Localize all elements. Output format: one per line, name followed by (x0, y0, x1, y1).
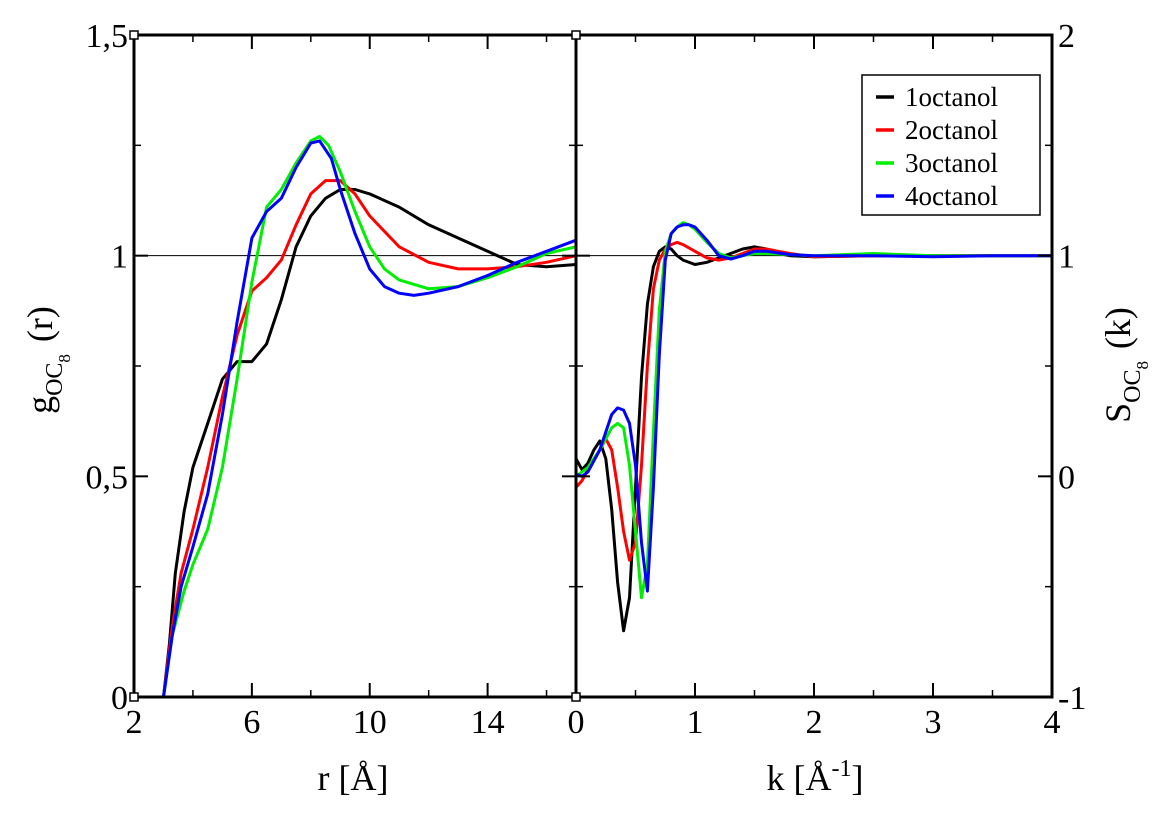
left-x-tick-label: 6 (243, 704, 260, 741)
left-y-axis-title-arg: (r) (20, 306, 60, 342)
left-x-tick-label: 10 (353, 704, 387, 741)
right-x-tick-label: 1 (687, 704, 704, 741)
right-y-axis-title-sub: OC (1120, 370, 1146, 403)
panel-corner-marker (129, 30, 139, 40)
right-x-axis-title-sup: -1 (832, 756, 852, 782)
right-y-axis-title-arg: (k) (1098, 307, 1138, 349)
right-y-tick-label: -1 (1058, 680, 1086, 717)
right-panel: 0 1 2 3 4-1 0 1 2 (568, 18, 1087, 741)
left-y-axis-title-sub: OC (42, 363, 68, 396)
left-series-line-4octanol (162, 139, 578, 699)
left-y-tick-label: 0,5 (86, 459, 129, 496)
legend-label-1octanol: 1octanol (905, 82, 998, 112)
left-y-tick-label: 1,5 (86, 18, 129, 55)
right-y-axis-title: SOC8 (k) (1098, 307, 1152, 423)
corner-markers (129, 30, 581, 702)
legend-label-2octanol: 2octanol (905, 115, 998, 145)
panel-corner-marker (571, 30, 581, 40)
panel-corner-marker (129, 692, 139, 702)
legend-label-3octanol: 3octanol (905, 148, 998, 178)
right-x-axis-title-main: k [Å (767, 758, 832, 798)
left-x-tick-label: 2 (126, 704, 143, 741)
left-panel: 2 6 10 14 0 0,5 1 1,5 (86, 18, 578, 741)
right-x-axis-title: k [Å-1] (767, 756, 864, 798)
left-y-tick-label: 1 (111, 239, 128, 276)
right-y-tick-label: 0 (1058, 459, 1075, 496)
right-y-axis-title-subsub: 8 (1133, 361, 1152, 370)
panel-corner-marker (571, 692, 581, 702)
right-x-tick-label: 4 (1044, 704, 1061, 741)
right-series-line-4octanol (574, 223, 1054, 593)
right-x-axis-title-end: ] (852, 758, 864, 798)
left-series-group (162, 135, 578, 699)
right-y-tick-label: 1 (1058, 239, 1075, 276)
right-x-tick-label: 3 (925, 704, 942, 741)
right-x-tick-label: 2 (806, 704, 823, 741)
left-series-line-2octanol (162, 179, 578, 699)
left-ticks-group: 2 6 10 14 0 0,5 1 1,5 (86, 18, 576, 741)
right-y-axis-title-main: S (1098, 403, 1138, 423)
left-y-tick-label: 0 (111, 680, 128, 717)
left-x-axis-title: r [Å] (318, 758, 389, 798)
legend-label-4octanol: 4octanol (905, 181, 998, 211)
right-series-group (574, 221, 1054, 633)
left-series-line-1octanol (162, 188, 578, 699)
left-y-axis-title-main: g (20, 396, 60, 414)
right-y-tick-label: 2 (1058, 18, 1075, 55)
left-y-axis-title: gOC8 (r) (20, 306, 74, 414)
left-y-axis-title-subsub: 8 (55, 354, 74, 363)
right-x-tick-label: 0 (568, 704, 585, 741)
left-x-tick-label: 14 (471, 704, 505, 741)
legend: 1octanol 2octanol 3octanol 4octanol (861, 74, 1041, 216)
